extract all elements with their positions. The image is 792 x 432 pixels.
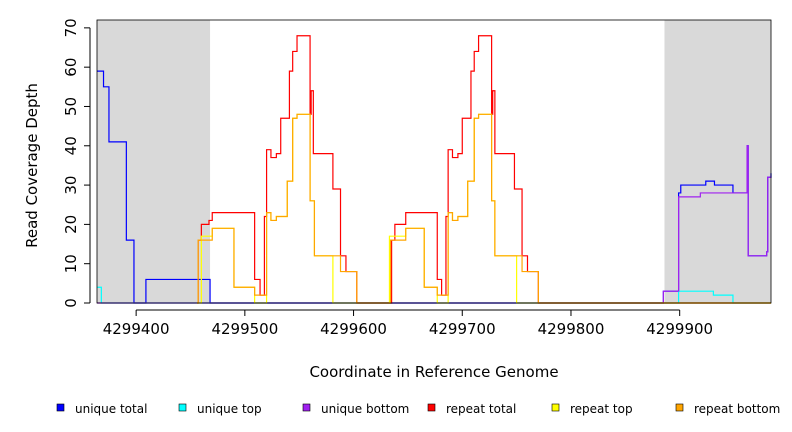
series-line-unique-bottom	[97, 145, 771, 304]
x-tick-label: 4299900	[646, 320, 713, 338]
plot-frame	[96, 19, 772, 304]
legend-swatch-unique-total	[56, 403, 65, 412]
legend-label-repeat-total: repeat total	[446, 402, 516, 416]
x-tick-label: 4299500	[211, 320, 278, 338]
x-axis: 4299400 4299500 4299600 4299700 4299800 42999…	[103, 309, 713, 338]
y-axis-title: Read Coverage Depth	[23, 83, 41, 248]
legend-label-unique-bottom: unique bottom	[321, 402, 409, 416]
x-tick-label: 4299400	[103, 320, 170, 338]
y-tick-label: 50	[62, 97, 80, 116]
x-axis-title: Coordinate in Reference Genome	[309, 363, 558, 381]
y-axis: 0 10 20 30 40 50 60 70	[62, 18, 91, 308]
legend-swatch-unique-top	[178, 403, 187, 412]
legend-label-repeat-top: repeat top	[570, 402, 633, 416]
series-line-unique-top	[97, 286, 771, 304]
legend-swatch-repeat-total	[427, 403, 436, 412]
legend: unique total unique top unique bottom repea…	[56, 402, 780, 416]
y-tick-label: 10	[62, 254, 80, 273]
legend-label-unique-total: unique total	[75, 402, 147, 416]
legend-swatch-repeat-bottom	[675, 403, 684, 412]
y-tick-label: 0	[62, 298, 80, 308]
y-tick-label: 20	[62, 215, 80, 234]
legend-swatch-unique-bottom	[302, 403, 311, 412]
y-tick-label: 70	[62, 18, 80, 37]
x-tick-label: 4299600	[320, 320, 387, 338]
shaded-regions	[97, 20, 771, 303]
x-tick-label: 4299800	[538, 320, 605, 338]
y-tick-label: 40	[62, 136, 80, 155]
legend-label-unique-top: unique top	[197, 402, 262, 416]
x-tick-label: 4299700	[429, 320, 496, 338]
legend-swatch-repeat-top	[551, 403, 560, 412]
y-tick-label: 30	[62, 176, 80, 195]
shaded-region-0	[97, 20, 211, 303]
shaded-region-1	[664, 20, 771, 303]
legend-label-repeat-bottom: repeat bottom	[694, 402, 780, 416]
y-tick-label: 60	[62, 58, 80, 77]
